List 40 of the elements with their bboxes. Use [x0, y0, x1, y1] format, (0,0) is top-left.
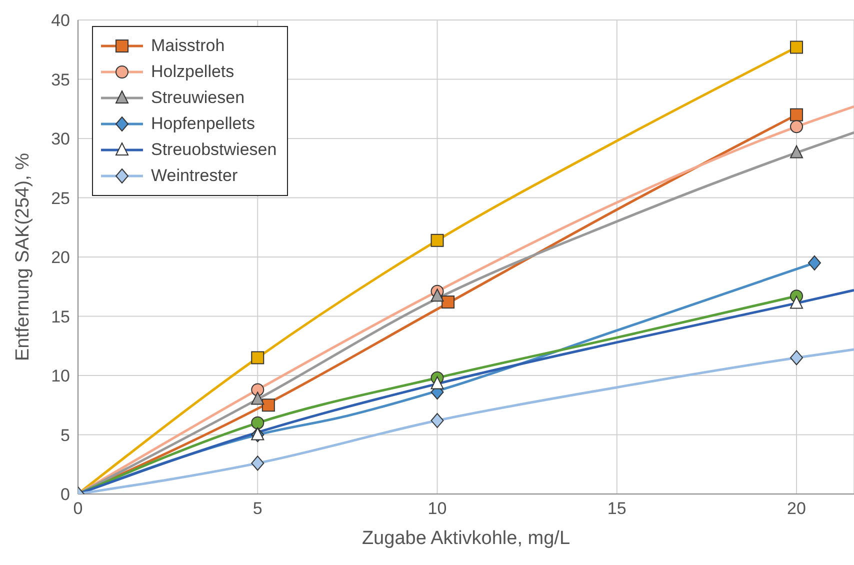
point — [251, 416, 264, 430]
point — [251, 392, 264, 405]
point — [430, 413, 444, 428]
y-tick-label: 5 — [60, 426, 70, 445]
legend-label: Hopfenpellets — [151, 114, 255, 134]
y-tick-label: 25 — [51, 188, 70, 208]
point — [790, 296, 804, 309]
legend-label: Maisstroh — [151, 36, 225, 56]
x-axis-title: Zugabe Aktivkohle, mg/L — [362, 528, 570, 549]
point — [442, 296, 455, 309]
point — [430, 234, 444, 247]
point — [251, 456, 264, 471]
y-tick-label: 30 — [51, 130, 70, 149]
y-tick-label: 0 — [60, 485, 70, 504]
point — [790, 350, 804, 366]
x-tick-label: 0 — [73, 499, 83, 518]
x-tick-label: 5 — [252, 499, 262, 518]
y-tick-label: 35 — [51, 70, 70, 90]
y-axis-title: Entfernung SAK(254), % — [12, 152, 34, 362]
point — [262, 398, 275, 412]
legend-label: Streuobstwiesen — [151, 140, 277, 160]
y-tick-label: 10 — [51, 366, 70, 386]
legend-label: Streuwiesen — [151, 88, 245, 108]
point — [808, 255, 821, 270]
y-tick-label: 15 — [51, 307, 70, 326]
x-tick-label: 20 — [787, 499, 806, 518]
y-tick-label: 20 — [51, 248, 70, 268]
point — [430, 376, 444, 390]
y-tick-label: 40 — [51, 11, 70, 30]
legend-label: Weintrester — [151, 166, 238, 186]
point — [790, 145, 804, 158]
legend-label: Holzpellets — [151, 62, 234, 82]
point — [430, 288, 444, 302]
point — [790, 108, 804, 122]
x-tick-label: 15 — [607, 499, 626, 518]
point — [251, 383, 264, 396]
point — [251, 351, 264, 364]
x-tick-label: 10 — [428, 499, 447, 518]
point — [790, 40, 804, 54]
point — [790, 120, 804, 134]
